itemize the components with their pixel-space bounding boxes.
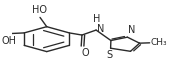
- Text: OH: OH: [1, 36, 16, 46]
- Text: S: S: [107, 50, 113, 60]
- Text: H: H: [93, 14, 100, 24]
- Text: O: O: [81, 48, 89, 57]
- Text: HO: HO: [32, 5, 47, 15]
- Text: N: N: [128, 25, 135, 35]
- Text: N: N: [97, 24, 104, 34]
- Text: CH₃: CH₃: [151, 38, 167, 47]
